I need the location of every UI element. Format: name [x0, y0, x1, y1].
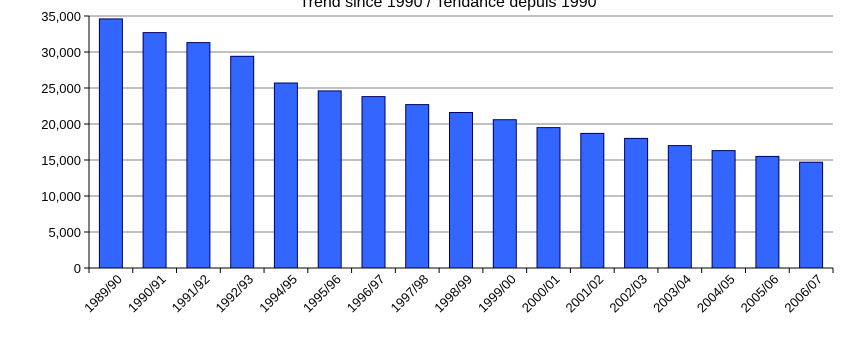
- x-tick-label: 2000/01: [519, 272, 563, 316]
- bar: [273, 82, 298, 269]
- x-tick-label: 2003/04: [650, 272, 694, 316]
- y-tick-label: 15,000: [41, 153, 81, 168]
- x-tick-label: 1992/93: [212, 272, 256, 316]
- y-tick-label: 25,000: [41, 81, 81, 96]
- bar: [667, 145, 692, 269]
- bar: [755, 155, 780, 269]
- x-tick-label: 2004/05: [694, 272, 738, 316]
- x-tick-label: 1995/96: [300, 272, 344, 316]
- bar: [98, 18, 123, 269]
- bar: [405, 104, 430, 269]
- x-tick-label: 1991/92: [169, 272, 213, 316]
- x-tick-label: 2005/06: [738, 272, 782, 316]
- chart-title: Trend since 1990 / Tendance depuis 1990: [299, 0, 596, 11]
- x-tick-label: 1989/90: [81, 272, 125, 316]
- x-tick-label: 2006/07: [781, 272, 825, 316]
- x-tick-label: 1997/98: [388, 272, 432, 316]
- y-tick-label: 30,000: [41, 45, 81, 60]
- bar: [711, 150, 736, 269]
- axes: [84, 15, 834, 273]
- y-tick-label: 10,000: [41, 189, 81, 204]
- y-tick-label: 20,000: [41, 117, 81, 132]
- bar: [449, 112, 473, 269]
- y-tick-label: 0: [74, 261, 81, 276]
- x-tick-label: 1999/00: [475, 272, 519, 316]
- x-tick-label: 1994/95: [256, 272, 300, 316]
- y-tick-labels: 0 5,000 10,000 15,000 20,000 25,000 30,000 35,0…: [41, 9, 81, 276]
- bar: [624, 137, 649, 269]
- x-tick-label: 1998/99: [431, 272, 475, 316]
- bar: [536, 127, 561, 269]
- x-tick-labels: 1989/90 1990/91 1991/92 1992/93 1994/95 1995/…: [81, 272, 825, 316]
- bars: [98, 18, 824, 269]
- bar: [317, 90, 342, 269]
- bar: [186, 42, 211, 269]
- bar: [230, 55, 255, 269]
- bar: [142, 32, 167, 269]
- bar: [492, 119, 517, 269]
- x-tick-label: 1996/97: [344, 272, 388, 316]
- x-tick-label: 2001/02: [563, 272, 607, 316]
- bar: [580, 132, 605, 269]
- x-tick-label: 1990/91: [125, 272, 169, 316]
- x-tick-label: 2002/03: [606, 272, 650, 316]
- y-tick-label: 35,000: [41, 9, 81, 24]
- bar: [361, 96, 386, 269]
- bar: [799, 161, 824, 269]
- y-tick-label: 5,000: [48, 225, 81, 240]
